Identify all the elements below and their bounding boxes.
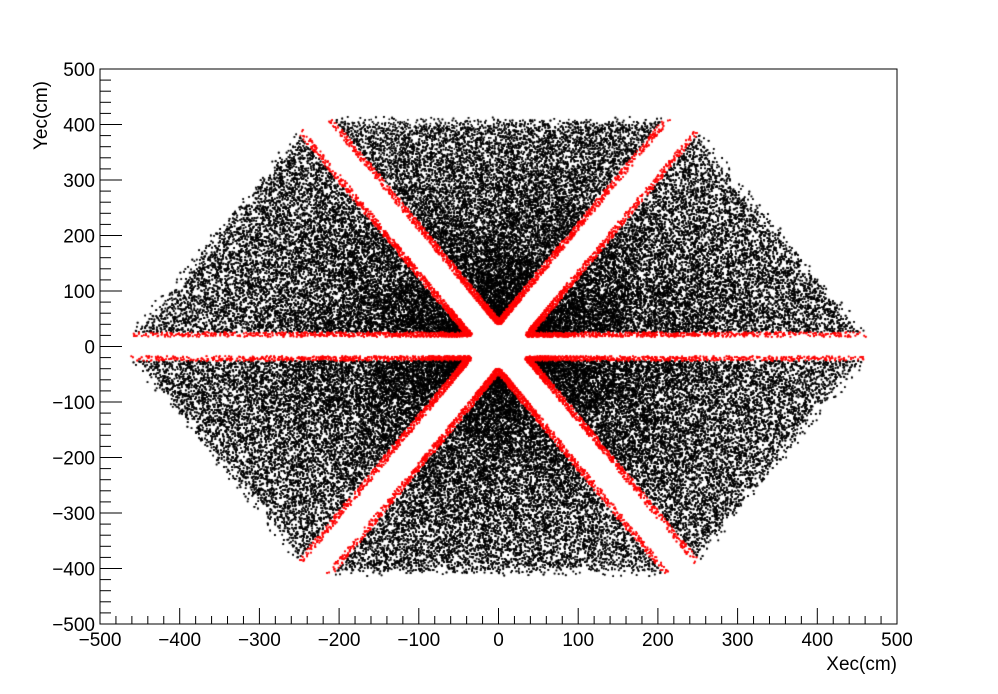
x-tick-label: 500 bbox=[881, 630, 913, 651]
x-tick-label: 200 bbox=[642, 630, 674, 651]
x-tick-label: −500 bbox=[79, 630, 122, 651]
x-tick-label: 300 bbox=[722, 630, 754, 651]
x-tick-labels: −500 −400 −300 −200 −100 0 100 200 300 400 500 bbox=[79, 630, 913, 651]
x-tick-label: −200 bbox=[318, 630, 361, 651]
y-tick-label: −500 bbox=[52, 615, 95, 636]
y-tick-label: 200 bbox=[63, 227, 95, 248]
y-axis-title: Yec(cm) bbox=[31, 81, 52, 150]
x-tick-label: 100 bbox=[562, 630, 594, 651]
y-tick-label: −100 bbox=[52, 393, 95, 414]
x-tick-label: 400 bbox=[801, 630, 833, 651]
x-tick-label: −400 bbox=[158, 630, 201, 651]
y-tick-label: 300 bbox=[63, 171, 95, 192]
y-tick-label: 100 bbox=[63, 282, 95, 303]
y-axis bbox=[100, 68, 122, 625]
y-tick-label: 400 bbox=[63, 116, 95, 137]
y-tick-label: −200 bbox=[52, 449, 95, 470]
y-tick-label: 0 bbox=[84, 338, 95, 359]
y-tick-label: −300 bbox=[52, 504, 95, 525]
y-tick-label: −400 bbox=[52, 560, 95, 581]
x-axis-title: Xec(cm) bbox=[826, 654, 897, 675]
x-tick-label: 0 bbox=[493, 630, 504, 651]
x-tick-label: −100 bbox=[397, 630, 440, 651]
x-axis bbox=[99, 608, 898, 624]
y-tick-labels: −500 −400 −300 −200 −100 0 100 200 300 400 500 bbox=[52, 60, 95, 636]
y-tick-label: 500 bbox=[63, 60, 95, 81]
x-tick-label: −300 bbox=[238, 630, 281, 651]
